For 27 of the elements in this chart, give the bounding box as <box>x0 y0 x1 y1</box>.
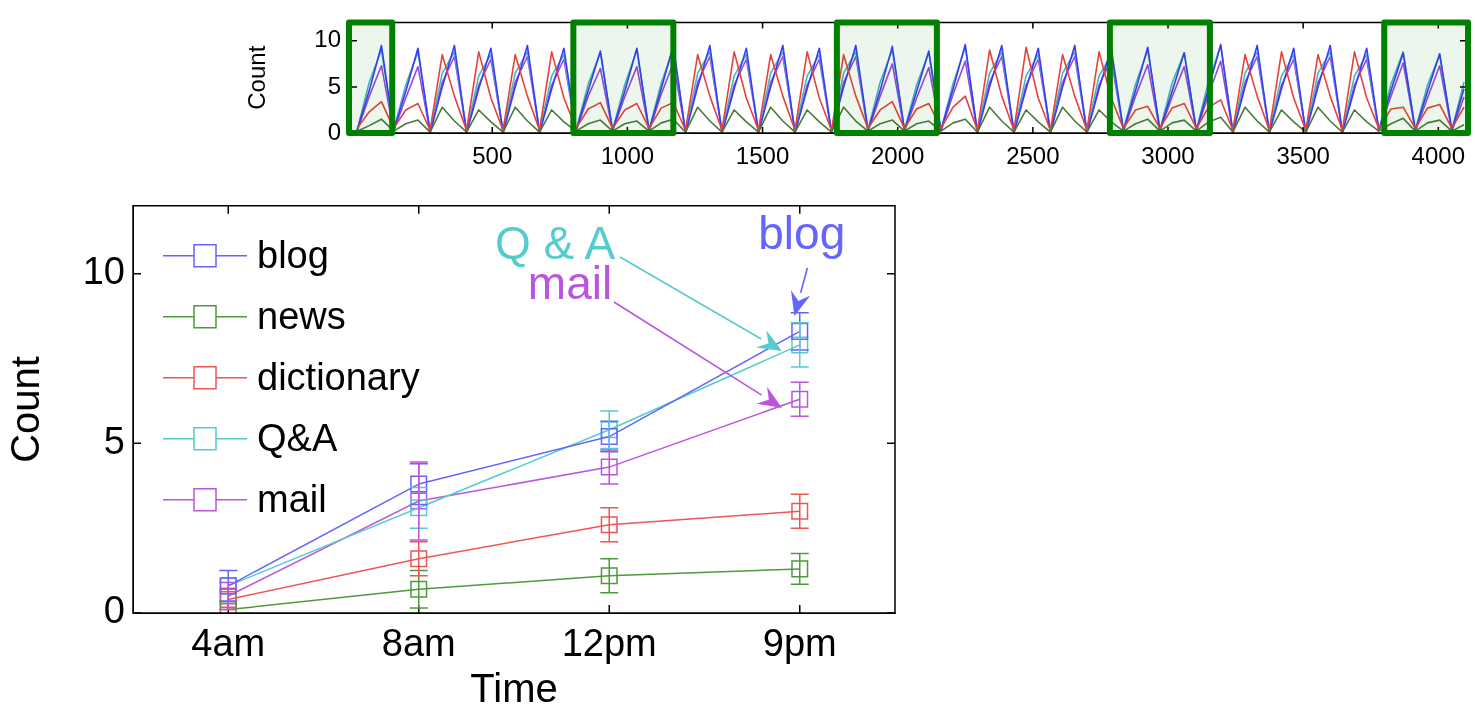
y-tick-label: 5 <box>103 419 125 462</box>
x-tick-label: 12pm <box>561 622 657 665</box>
x-tick-label: 8am <box>381 622 456 665</box>
x-tick-label: 500 <box>472 142 513 170</box>
legend-label: blog <box>257 234 329 277</box>
legend-label: mail <box>257 478 327 521</box>
x-tick-label: 2000 <box>871 142 925 170</box>
y-axis-title: Count <box>243 45 271 110</box>
x-axis-title: Time <box>470 666 558 711</box>
x-tick-label: 9pm <box>762 622 837 665</box>
x-tick-label: 3500 <box>1276 142 1330 170</box>
x-tick-label: 4000 <box>1411 142 1465 170</box>
annotation: blog <box>758 207 846 260</box>
y-axis-title: Count <box>3 356 48 463</box>
x-tick-label: 1500 <box>735 142 790 170</box>
x-tick-label: 3000 <box>1141 142 1195 170</box>
y-tick-label: 0 <box>327 117 341 145</box>
legend-label: Q&A <box>257 417 338 460</box>
legend-label: news <box>257 295 346 338</box>
y-tick-label: 10 <box>314 25 341 53</box>
y-tick-label: 10 <box>82 250 125 293</box>
x-tick-label: 4am <box>191 622 266 665</box>
y-tick-label: 5 <box>327 71 341 99</box>
legend-label: dictionary <box>257 356 420 399</box>
y-tick-label: 0 <box>103 589 125 632</box>
x-tick-label: 2500 <box>1006 142 1060 170</box>
x-tick-label: 1000 <box>600 142 655 170</box>
